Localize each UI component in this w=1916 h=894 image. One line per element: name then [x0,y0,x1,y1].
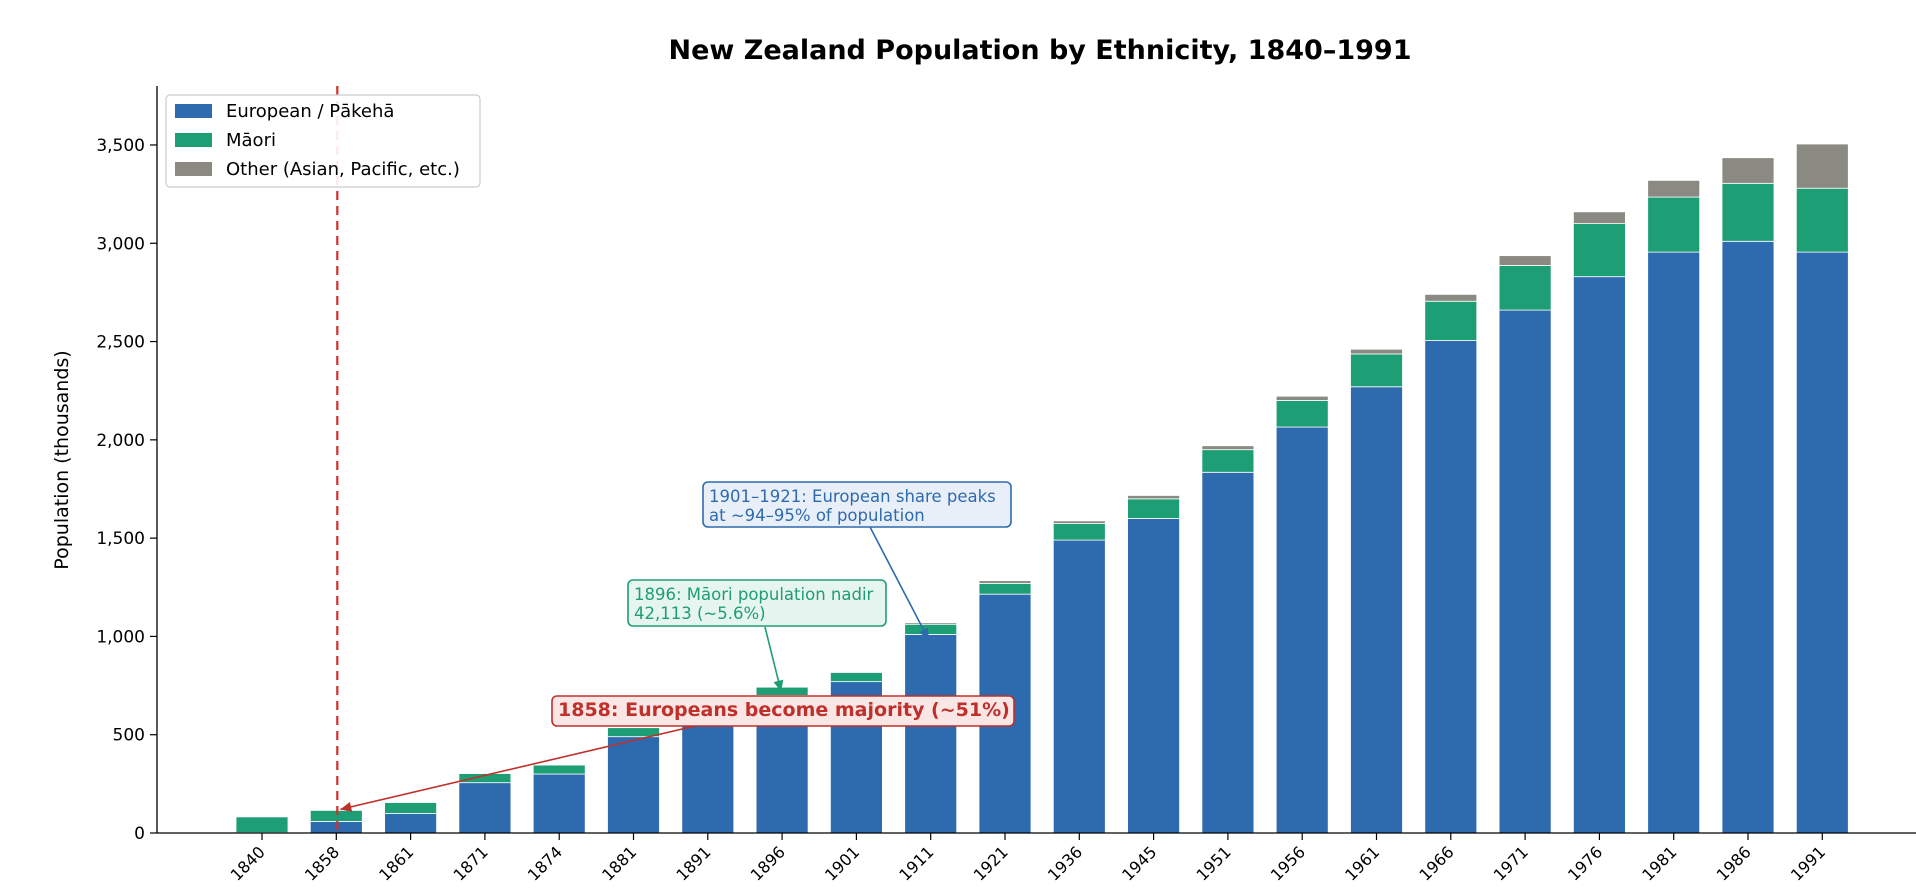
bar-1945-series-1 [1127,498,1180,519]
bar-1874-series-0 [532,773,586,834]
annotation-arrow-majority [340,721,713,811]
bar-1966-series-0 [1424,340,1478,834]
bar-1961-series-0 [1350,386,1403,834]
bar-1871-series-0 [458,782,512,834]
bar-1976-series-0 [1573,276,1626,834]
legend-swatch-2 [175,162,212,176]
bar-1951-series-0 [1201,471,1255,834]
bar-1991-series-0 [1795,251,1849,834]
annotation-box-peak [702,481,1012,528]
bar-1976-series-2 [1573,211,1626,225]
legend-swatch-1 [175,133,212,147]
bar-1945-series-0 [1127,518,1180,834]
bars-layer [235,143,1849,834]
legend-frame [165,94,481,188]
bar-1911-series-0 [904,634,958,834]
bar-1911-series-2 [904,622,958,625]
bar-1971-series-2 [1498,255,1552,266]
bar-1840-series-1 [235,816,289,834]
annotation-text-majority: 1858: Europeans become majority (~51%) [558,699,1010,721]
bar-1881-series-1 [607,727,660,738]
legend-swatch-0 [175,104,212,118]
annotation-box-nadir [627,579,887,627]
bar-1961-series-2 [1350,348,1403,355]
annotation-arrowhead-peak [919,627,929,640]
bar-1936-series-0 [1052,539,1106,834]
bar-1961-series-1 [1350,353,1403,388]
bar-1971-series-0 [1498,309,1552,834]
y-tick-label: 2,000 [96,431,145,451]
y-axis-label: Population (thousands) [51,350,73,569]
y-tick-label: 0 [134,824,145,844]
bar-1956-series-1 [1275,400,1329,428]
bar-1956-series-0 [1275,426,1329,834]
bar-1896-series-2 [755,685,809,688]
bar-1986-series-0 [1721,240,1775,834]
annotation-text-nadir: 42,113 (~5.6%) [634,604,766,623]
bar-1921-series-2 [978,580,1032,584]
bar-1936-series-2 [1052,520,1106,524]
bar-1881-series-0 [607,736,660,834]
annotation-arrow-nadir [764,626,782,692]
annotation-arrowhead-nadir [773,679,784,692]
bar-1951-series-1 [1201,449,1255,473]
annotations-layer: 1858: Europeans become majority (~51%) 18… [340,481,1015,812]
bar-1901-series-1 [830,672,883,683]
annotation-arrowhead-majority [340,801,353,812]
y-tick-label: 2,500 [96,333,145,353]
bar-1936-series-1 [1052,523,1106,541]
annotation-text-peak: at ~94–95% of population [709,506,925,525]
annotation-text-peak: 1901–1921: European share peaks [709,487,996,506]
y-tick-label: 500 [113,726,145,746]
legend: European / Pākehā Māori Other (Asian, Paci… [165,94,481,188]
y-tick-label: 1,000 [96,627,145,647]
bar-1861-series-1 [384,802,438,814]
bar-1901-series-2 [830,671,883,673]
bar-1981-series-2 [1647,179,1701,198]
bar-1991-series-2 [1795,143,1849,189]
annotation-text-nadir: 1896: Māori population nadir [634,585,874,604]
bar-1874-series-1 [532,764,586,775]
bar-1896-series-1 [755,686,809,696]
bar-1991-series-1 [1795,187,1849,253]
bar-1976-series-1 [1573,223,1626,278]
bar-1966-series-1 [1424,300,1478,341]
y-tick-label: 3,500 [96,136,145,156]
bar-1911-series-1 [904,623,958,635]
bar-1986-series-2 [1721,157,1775,184]
bar-1861-series-0 [384,813,438,834]
bar-1971-series-1 [1498,265,1552,311]
bar-1956-series-2 [1275,395,1329,401]
bar-1981-series-1 [1647,196,1701,253]
bar-1966-series-2 [1424,293,1478,302]
bar-1986-series-1 [1721,182,1775,242]
bar-1891-series-0 [681,718,735,834]
bar-1951-series-2 [1201,445,1255,451]
legend-label-1: Māori [226,130,276,151]
annotation-box-majority [551,695,1015,727]
legend-label-0: European / Pākehā [226,101,394,122]
bar-1981-series-0 [1647,251,1701,834]
y-tick-label: 1,500 [96,529,145,549]
bar-1921-series-1 [978,582,1032,595]
annotation-arrow-peak [869,526,930,641]
legend-label-2: Other (Asian, Pacific, etc.) [226,159,460,180]
chart-title: New Zealand Population by Ethnicity, 184… [669,35,1412,66]
y-tick-label: 3,000 [96,234,145,254]
bar-1945-series-2 [1127,495,1180,500]
